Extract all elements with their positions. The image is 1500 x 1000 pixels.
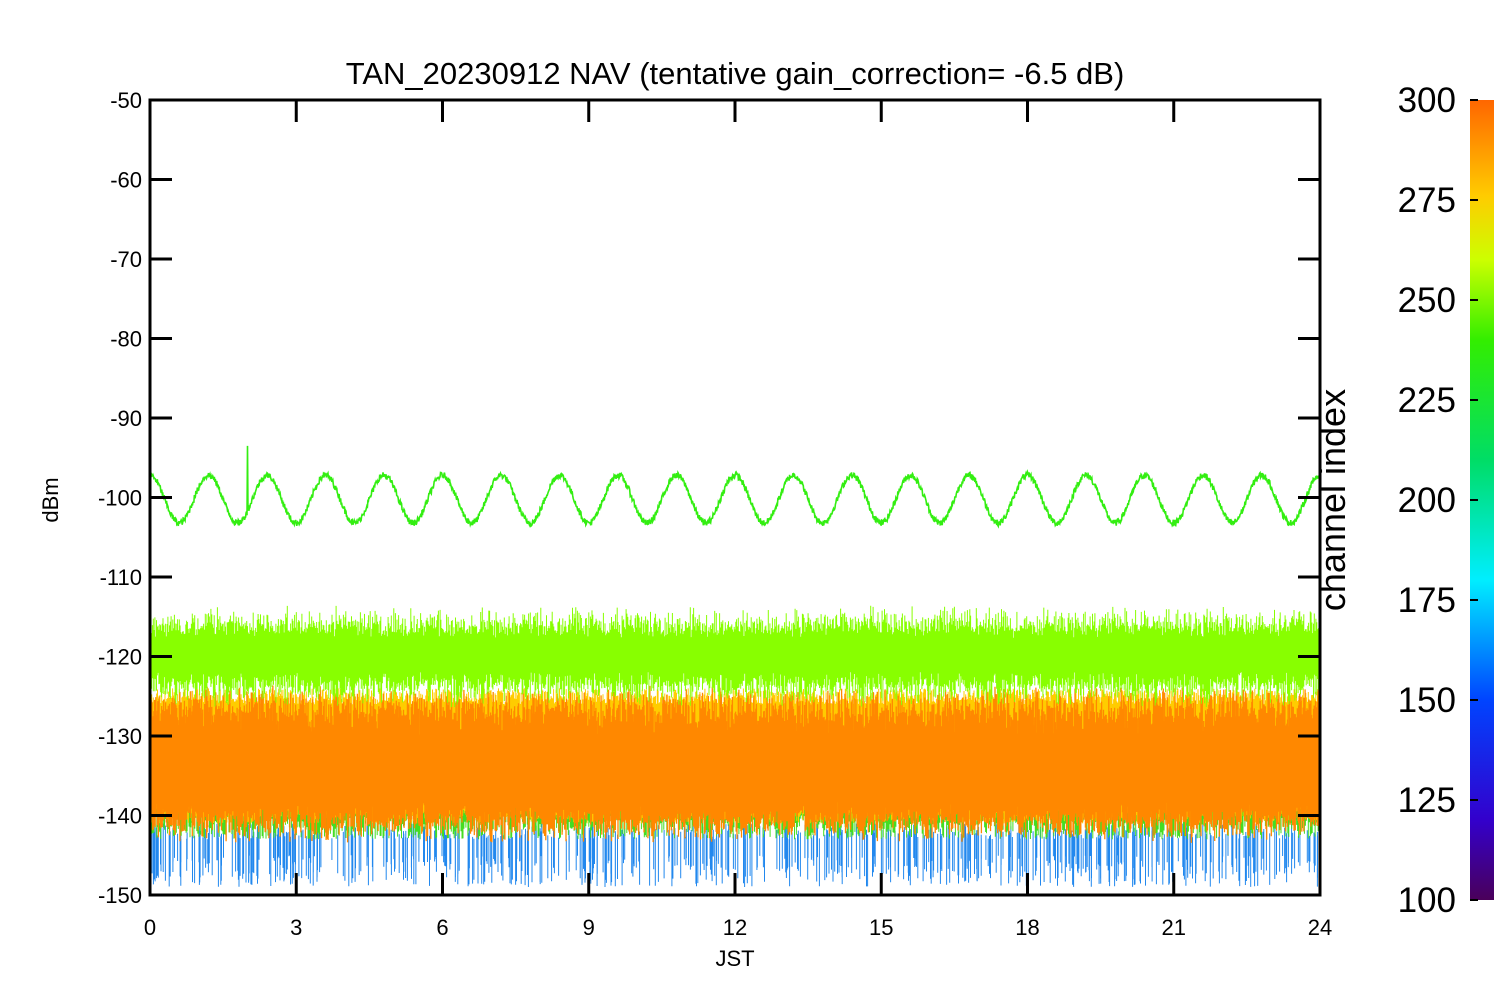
x-tick-label: 21 <box>1162 915 1186 940</box>
colorbar-tick-label: 300 <box>1398 81 1456 120</box>
x-tick-label: 3 <box>290 915 302 940</box>
colorbar-tick-label: 175 <box>1398 581 1456 620</box>
x-axis: 0 3 6 9 12 15 18 21 24 <box>144 100 1332 940</box>
y-tick-label: -100 <box>98 486 142 511</box>
colorbar-tick-label: 250 <box>1398 281 1456 320</box>
colorbar-tick-label: 100 <box>1398 881 1456 920</box>
y-tick-label: -60 <box>110 168 142 193</box>
y-tick-label: -130 <box>98 724 142 749</box>
y-tick-label: -150 <box>98 883 142 908</box>
x-axis-label: JST <box>715 946 754 971</box>
colorbar-tick-label: 275 <box>1398 181 1456 220</box>
noise-bands <box>150 605 1320 887</box>
colorbar-tick-label: 225 <box>1398 381 1456 420</box>
x-tick-label: 15 <box>869 915 893 940</box>
y-axis: -50 -60 -70 -80 -90 -100 -110 -120 -130 -140 -150 <box>98 88 1320 908</box>
chart-title: TAN_20230912 NAV (tentative gain_correct… <box>346 56 1125 91</box>
x-tick-label: 0 <box>144 915 156 940</box>
colorbar-ticks: 300 275 250 225 200 175 150 125 100 <box>1398 81 1478 920</box>
y-tick-label: -110 <box>100 565 142 590</box>
colorbar-label: channel index <box>1312 389 1353 611</box>
y-tick-label: -70 <box>110 247 142 272</box>
y-tick-label: -140 <box>98 804 142 829</box>
series-low-spikes <box>150 823 1320 887</box>
y-tick-label: -90 <box>110 406 142 431</box>
colorbar-tick-label: 150 <box>1398 681 1456 720</box>
y-tick-label: -50 <box>110 88 142 113</box>
x-tick-label: 6 <box>436 915 448 940</box>
y-tick-label: -120 <box>98 645 142 670</box>
x-tick-label: 24 <box>1308 915 1332 940</box>
series-orange-band <box>150 685 1320 843</box>
colorbar-tick-label: 125 <box>1398 781 1456 820</box>
series-sinusoid-line <box>150 445 1320 529</box>
x-tick-label: 12 <box>723 915 747 940</box>
y-axis-label: dBm <box>38 477 63 522</box>
y-tick-label: -80 <box>110 327 142 352</box>
x-tick-label: 18 <box>1015 915 1039 940</box>
plot-data <box>150 445 1320 887</box>
series-green-band <box>150 605 1320 708</box>
colorbar-tick-label: 200 <box>1398 481 1456 520</box>
x-tick-label: 9 <box>583 915 595 940</box>
